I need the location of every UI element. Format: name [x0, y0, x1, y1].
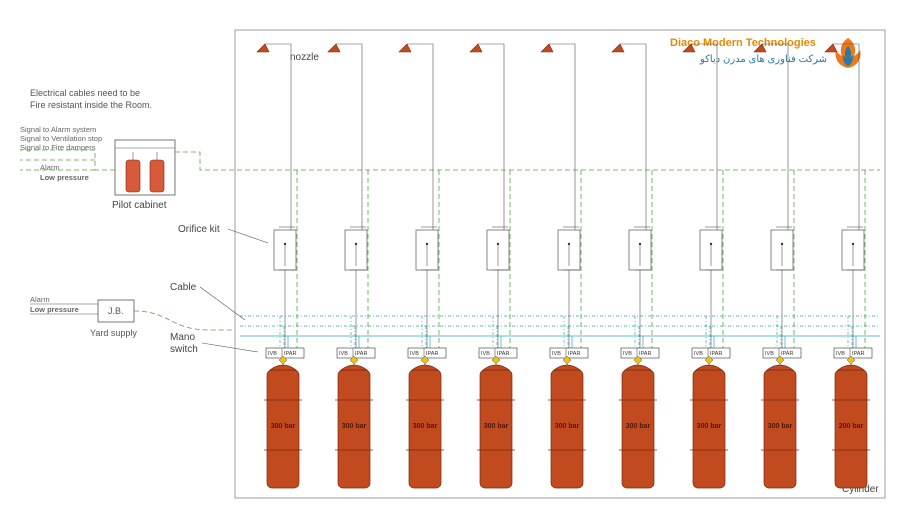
column-6: IVB IPAR 300 bar [683, 44, 730, 488]
column-4: IVB IPAR 300 bar [541, 44, 588, 488]
svg-text:IVB: IVB [694, 351, 703, 357]
svg-text:IVB: IVB [765, 351, 774, 357]
pilot-label: Pilot cabinet [112, 200, 167, 211]
nozzle-icon [257, 44, 269, 52]
cylinder-pressure: 300 bar [484, 423, 509, 430]
yard-label: Yard supply [90, 328, 137, 338]
svg-text:IPAR: IPAR [639, 351, 651, 357]
cylinder-pressure: 300 bar [342, 423, 367, 430]
cylinder-pressure: 300 bar [555, 423, 580, 430]
svg-text:IPAR: IPAR [568, 351, 580, 357]
svg-text:IVB: IVB [552, 351, 561, 357]
nozzle-icon [470, 44, 482, 52]
cable-green-top [175, 152, 880, 170]
cylinder-pressure: 300 bar [271, 423, 296, 430]
nozzle-icon [399, 44, 411, 52]
column-0: IVB IPAR 300 bar [257, 44, 304, 488]
svg-text:IPAR: IPAR [710, 351, 722, 357]
svg-text:IVB: IVB [481, 351, 490, 357]
nozzle-icon [328, 44, 340, 52]
svg-text:IPAR: IPAR [852, 351, 864, 357]
cable-label: Cable [170, 282, 197, 293]
signal-1: Signal to Alarm system [20, 125, 96, 134]
column-5: IVB IPAR 300 bar [612, 44, 659, 488]
svg-text:IVB: IVB [410, 351, 419, 357]
cylinder-pressure: 300 bar [413, 423, 438, 430]
svg-text:IPAR: IPAR [355, 351, 367, 357]
cable-green-left [20, 150, 115, 170]
nozzle-icon [825, 44, 837, 52]
alarm-label-2: Alarm [30, 295, 50, 304]
cylinder-pressure: 200 bar [839, 423, 864, 430]
jb-box: J.B. [98, 300, 134, 322]
alarm-label-1: Alarm [40, 163, 60, 172]
cylinder-pressure: 300 bar [626, 423, 651, 430]
lowpressure-label-2: Low pressure [30, 305, 79, 314]
cylinder-pressure: 300 bar [697, 423, 722, 430]
cylinder-pressure: 300 bar [768, 423, 793, 430]
mano-label-1: Mano [170, 332, 195, 343]
note-line2: Fire resistant inside the Room. [30, 100, 152, 110]
lowpressure-label-1: Low pressure [40, 173, 89, 182]
signal-3: Signal to Fire dampers [20, 143, 96, 152]
svg-text:IVB: IVB [339, 351, 348, 357]
svg-text:IVB: IVB [268, 351, 277, 357]
pilot-cabinet [115, 140, 175, 195]
svg-text:IPAR: IPAR [497, 351, 509, 357]
column-3: IVB IPAR 300 bar [470, 44, 517, 488]
svg-text:IPAR: IPAR [284, 351, 296, 357]
svg-text:IVB: IVB [623, 351, 632, 357]
cable-green-jb [134, 311, 235, 330]
svg-text:IPAR: IPAR [426, 351, 438, 357]
column-1: IVB IPAR 300 bar [328, 44, 375, 488]
note-line1: Electrical cables need to be [30, 88, 140, 98]
column-7: IVB IPAR 300 bar [754, 44, 801, 488]
column-8: IVB IPAR 200 bar [825, 44, 872, 488]
svg-text:IVB: IVB [836, 351, 845, 357]
brand-logo [836, 38, 861, 68]
nozzle-icon [541, 44, 553, 52]
mano-label-2: switch [170, 344, 198, 355]
nozzle-icon [612, 44, 624, 52]
column-2: IVB IPAR 300 bar [399, 44, 446, 488]
brand-text-fa: شرکت فناوری های مدرن دیاکو [699, 54, 827, 65]
svg-text:IPAR: IPAR [781, 351, 793, 357]
svg-text:J.B.: J.B. [108, 306, 124, 316]
orifice-label: Orifice kit [178, 224, 220, 235]
nozzle-label: nozzle [290, 52, 319, 63]
signal-2: Signal to Ventilation stop [20, 134, 102, 143]
